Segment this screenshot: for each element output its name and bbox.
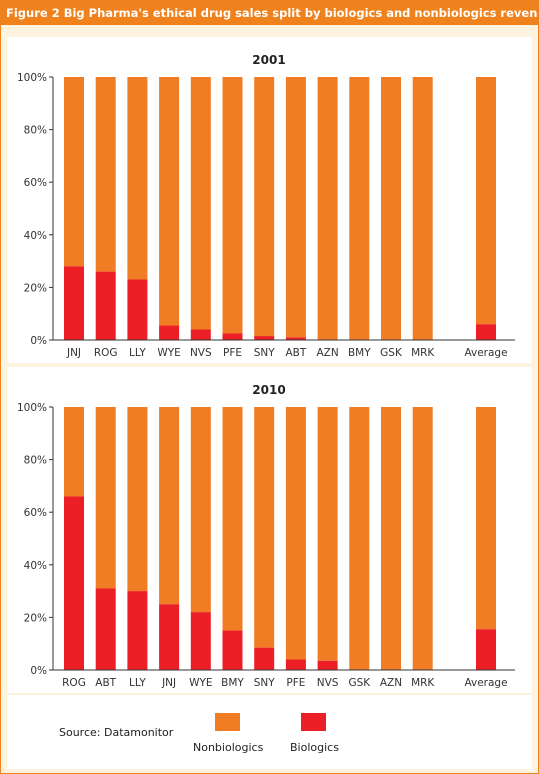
bar-nonbiologics-pfe: [285, 407, 306, 660]
chart-title: 2001: [252, 53, 285, 67]
bar-nonbiologics-abt: [285, 77, 306, 338]
x-tick-label: SNY: [254, 347, 276, 359]
x-tick-label: LLY: [129, 347, 146, 359]
y-tick-label: 80%: [24, 455, 47, 467]
bar-nonbiologics-lly: [127, 77, 148, 280]
bar-biologics-wye: [190, 612, 211, 670]
bar-biologics-abt: [95, 588, 116, 670]
x-tick-label: JNJ: [66, 347, 81, 359]
bar-nonbiologics-abt: [95, 407, 116, 589]
bar-nonbiologics-nvs: [317, 407, 338, 661]
bar-nonbiologics-pfe: [222, 77, 243, 334]
bar-nonbiologics-rog: [64, 407, 84, 497]
chart-2010-svg: 2010 0% 20% 40% 60% 80% 100% ROG ABT LLY JNJ WYE BMY…: [17, 383, 515, 689]
y-tick-label: 20%: [24, 612, 47, 624]
bar-biologics-average: [476, 629, 496, 670]
bar-biologics-rog: [64, 496, 84, 670]
bar-nonbiologics-azn: [381, 407, 401, 670]
bar-nonbiologics-lly: [127, 407, 148, 592]
x-tick-label: MRK: [411, 347, 435, 359]
x-tick-label: ROG: [94, 347, 118, 359]
bar-nonbiologics-gsk: [349, 407, 370, 670]
bar-biologics-nvs: [190, 329, 211, 340]
bar-biologics-nvs: [317, 660, 338, 670]
chart-title: 2010: [252, 383, 285, 397]
x-tick-label: BMY: [348, 347, 371, 359]
y-tick-label: 100%: [17, 402, 47, 414]
bar-nonbiologics-rog: [95, 77, 116, 272]
x-tick-label: MRK: [411, 677, 435, 689]
bar-biologics-lly: [127, 279, 148, 340]
bar-biologics-jnj: [64, 266, 84, 340]
bar-nonbiologics-mrk: [412, 407, 433, 670]
legend-label-nonbiologics: Nonbiologics: [193, 741, 264, 754]
x-tick-label: AZN: [316, 347, 338, 359]
chart-2001: 2001 0% 20% 40% 60% 80% 100% JNJ ROG LLY WYE NVS PFE…: [7, 37, 532, 363]
bar-biologics-jnj: [159, 604, 180, 670]
bar-biologics-bmy: [222, 630, 243, 670]
y-tick-label: 0%: [30, 665, 47, 677]
y-tick-label: 0%: [30, 335, 47, 347]
legend-label-biologics: Biologics: [290, 741, 339, 754]
bar-nonbiologics-bmy: [349, 77, 370, 340]
source-note: Source: Datamonitor: [59, 726, 174, 739]
bar-nonbiologics-average: [476, 77, 496, 325]
bar-biologics-lly: [127, 591, 148, 670]
bar-biologics-pfe: [285, 659, 306, 670]
bar-nonbiologics-average: [476, 407, 496, 630]
bar-biologics-abt: [285, 337, 306, 340]
figure-title: Figure 2 Big Pharma's ethical drug sales…: [1, 1, 538, 25]
bar-biologics-average: [476, 324, 496, 340]
y-tick-label: 20%: [24, 282, 47, 294]
bar-biologics-rog: [95, 271, 116, 340]
y-tick-label: 60%: [24, 507, 47, 519]
x-tick-label: PFE: [286, 677, 305, 689]
bar-biologics-sny: [254, 336, 275, 340]
x-tick-label: PFE: [223, 347, 242, 359]
x-tick-label: NVS: [317, 677, 339, 689]
x-tick-label: WYE: [189, 677, 212, 689]
x-tick-label: GSK: [348, 677, 371, 689]
x-tick-label: ABT: [95, 677, 116, 689]
y-tick-label: 40%: [24, 230, 47, 242]
y-tick-label: 40%: [24, 560, 47, 572]
legend-swatch-biologics: [301, 713, 326, 731]
x-tick-label: WYE: [157, 347, 180, 359]
bar-nonbiologics-sny: [254, 407, 275, 648]
legend-swatch-nonbiologics: [215, 713, 240, 731]
bar-nonbiologics-sny: [254, 77, 275, 337]
x-tick-label: AZN: [380, 677, 402, 689]
bar-nonbiologics-wye: [190, 407, 211, 613]
bar-biologics-wye: [159, 325, 180, 340]
bar-nonbiologics-jnj: [64, 77, 84, 267]
y-tick-label: 60%: [24, 177, 47, 189]
bar-nonbiologics-mrk: [412, 77, 433, 340]
x-tick-label: GSK: [380, 347, 403, 359]
chart-2010: 2010 0% 20% 40% 60% 80% 100% ROG ABT LLY JNJ WYE BMY…: [7, 367, 532, 693]
bar-nonbiologics-nvs: [190, 77, 211, 330]
legend-area: Source: Datamonitor Nonbiologics Biologi…: [7, 695, 532, 769]
bar-nonbiologics-jnj: [159, 407, 180, 605]
x-tick-label: ROG: [62, 677, 86, 689]
x-tick-label: JNJ: [161, 677, 176, 689]
bar-nonbiologics-wye: [159, 77, 180, 326]
x-tick-label: LLY: [129, 677, 146, 689]
bar-nonbiologics-bmy: [222, 407, 243, 631]
chart-2001-svg: 2001 0% 20% 40% 60% 80% 100% JNJ ROG LLY WYE NVS PFE…: [17, 53, 515, 359]
bar-nonbiologics-azn: [317, 77, 338, 340]
bar-nonbiologics-gsk: [381, 77, 401, 340]
x-tick-label: BMY: [221, 677, 244, 689]
bar-biologics-sny: [254, 647, 275, 670]
x-tick-label: Average: [464, 677, 507, 689]
y-tick-label: 80%: [24, 125, 47, 137]
x-tick-label: ABT: [285, 347, 306, 359]
x-tick-label: NVS: [190, 347, 212, 359]
x-tick-label: SNY: [254, 677, 276, 689]
bar-biologics-pfe: [222, 333, 243, 340]
x-tick-label: Average: [464, 347, 507, 359]
y-tick-label: 100%: [17, 72, 47, 84]
